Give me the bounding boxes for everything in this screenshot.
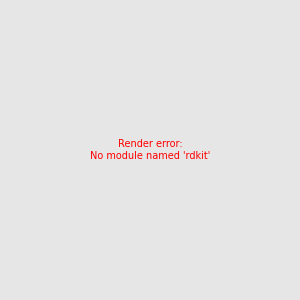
Text: Render error:
No module named 'rdkit': Render error: No module named 'rdkit' — [90, 139, 210, 161]
